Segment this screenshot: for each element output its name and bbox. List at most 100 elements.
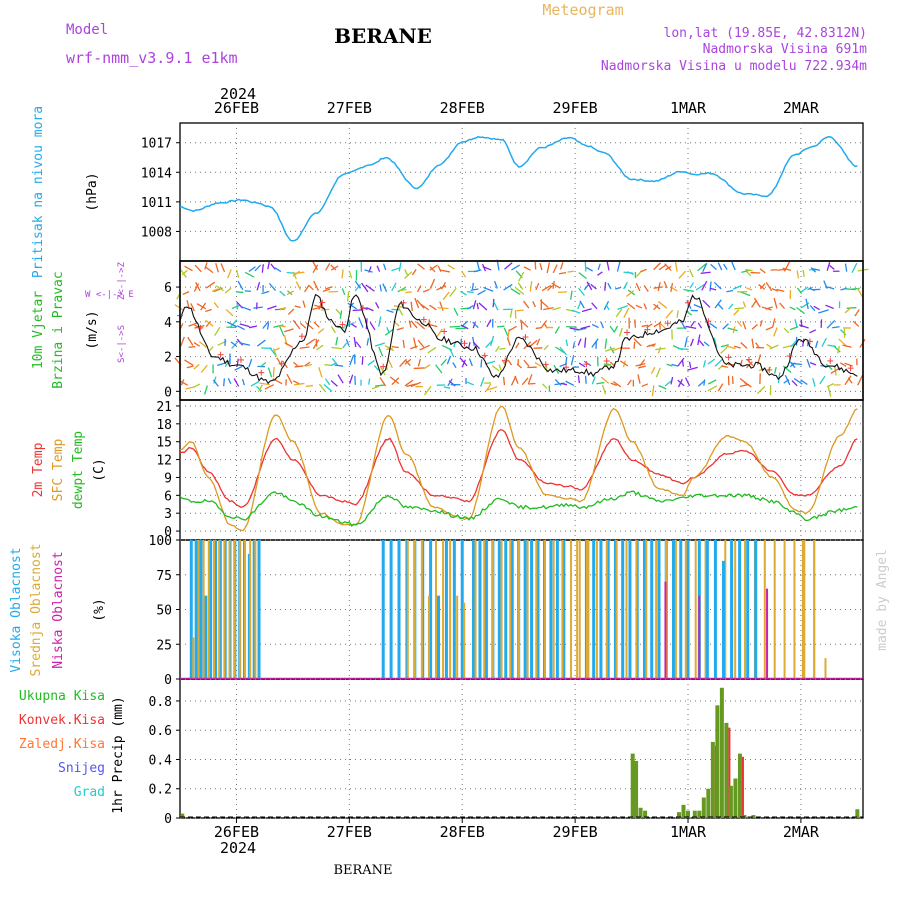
wind-arrow [697,322,703,329]
low-cloud-label: Niska Oblacnost [51,551,66,668]
cloud-bar-high [686,540,690,679]
wind-arrow [605,347,616,352]
wind-arrow [367,359,375,366]
wind-arrow [663,280,668,289]
wind-arrow [609,325,616,333]
wind-arrow [349,374,354,384]
cloud-bar-mid [763,540,766,679]
cloud-bar-high [497,540,501,679]
wind-arrow [714,358,724,367]
wind-arrow [365,284,375,292]
wind-arrow [751,323,758,330]
wind-arrow [200,364,208,373]
wind-arrow [560,382,568,386]
wind-arrow [529,281,533,292]
wind-arrow [389,376,400,385]
cloud-bar-mid [254,540,257,679]
wind-arrow [703,341,710,347]
wind-arrow [635,282,641,292]
wind-arrow [726,289,734,293]
wind-arrow [442,291,450,301]
wind-arrow [535,326,543,330]
wind-arrow [826,320,836,329]
wind-arrow [188,322,198,327]
cloud-bar-mid [684,540,687,679]
wind-arrow [416,285,422,293]
wind-arrow [565,339,568,347]
wind-arrow [478,302,488,311]
wind-arrow [254,264,262,272]
cloud-bar-mid [543,540,546,679]
cloud-bar-mid [526,540,529,679]
cloud-bar-mid [694,540,697,679]
wind-arrow [293,361,300,368]
wind-arrow [809,361,817,366]
top-date-label: 2MAR [783,99,820,117]
y-tick-label: 50 [156,604,172,619]
wind-arrow [857,375,864,386]
wind-arrow [345,339,350,346]
wind-arrow [578,272,587,280]
wind-arrow [633,338,642,347]
wind-arrow [269,347,277,356]
precip-legend: Ukupna Kisa Konvek.Kisa Zaledj.Kisa Snijeg G… [19,689,105,800]
wind-arrow [461,359,466,368]
wind-arrow [604,282,607,291]
compass-south: S<-|->S [117,325,127,363]
wind-arrow [653,304,659,311]
wind-arrow [234,365,243,371]
wind-arrow [650,366,656,375]
bottom-date-label: 2MAR [783,823,820,841]
cloud-bar-mid [586,540,589,679]
cloud-bar-high [452,540,456,679]
wind-arrow [248,358,253,368]
y-tick-label: 0.2 [149,783,172,798]
wind-arrow [241,378,246,386]
cloud-bar-high [218,540,222,679]
cloud-bar-high [257,540,261,679]
wind-arrow [341,269,344,279]
wind-arrow [707,358,716,365]
y-tick-label: 4 [164,316,172,331]
precip-bar [710,741,715,818]
wind-arrow [591,338,599,348]
wind-arrow [580,325,591,330]
wind-arrow [833,345,841,353]
wind-arrow [742,321,747,330]
wind-arrow [847,377,853,384]
bottom-date-label: 28FEB [440,823,485,841]
wind-arrow [782,267,792,271]
wind-arrow [267,260,271,270]
wind-arrow [558,291,567,294]
wind-arrow [734,307,745,310]
precip-legend-item: Konvek.Kisa [19,713,105,728]
wind-arrow [256,385,263,392]
cloud-bar-mid [223,540,226,679]
cloud-bar-mid [744,540,747,679]
wind-arrow [658,384,667,390]
cloud-bar-high [252,540,256,679]
wind-arrow [584,261,587,272]
y-tick-label: 25 [156,638,172,653]
wind-arrow [827,344,836,348]
cloud-bar-mid [406,540,409,679]
cloud-bar-mid [463,602,466,679]
wind-arrow [272,348,278,357]
wind-arrow [670,282,674,293]
wind-arrow [204,262,208,270]
wind-arrow [499,347,506,350]
wind-arrow [709,322,718,329]
cloud-bar-high [460,540,464,679]
y-tick-label: 21 [156,400,172,415]
wind-arrow [584,337,587,348]
wind-arrow [641,383,649,388]
precip-bar [706,788,711,818]
wind-arrow [424,364,431,369]
wind-arrow [657,282,661,292]
wind-arrow [558,271,567,275]
wind-arrow [810,267,817,273]
wind-arrow [702,360,707,368]
wind-arrow [759,283,766,290]
wind-arrow [688,361,692,369]
wind-arrow [657,300,668,309]
